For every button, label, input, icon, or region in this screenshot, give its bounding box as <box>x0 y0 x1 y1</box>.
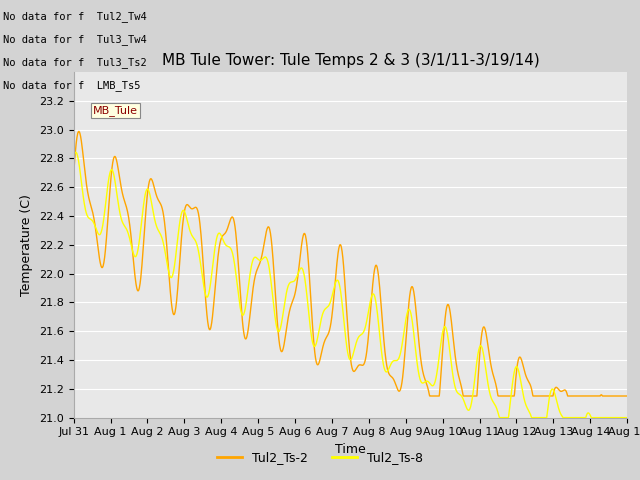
Tul2_Ts-2 <box>385 371 393 377</box>
Tul2_Ts-8 <box>385 365 393 371</box>
Tul2_Ts-8 <box>72 149 79 155</box>
Tul2_Ts-2 <box>136 285 143 291</box>
Text: No data for f  Tul3_Ts2: No data for f Tul3_Ts2 <box>3 57 147 68</box>
Tul2_Ts-2 <box>75 129 83 134</box>
Title: MB Tule Tower: Tule Temps 2 & 3 (3/1/11-3/19/14): MB Tule Tower: Tule Temps 2 & 3 (3/1/11-… <box>161 53 540 68</box>
Tul2_Ts-2 <box>623 393 631 399</box>
Legend: Tul2_Ts-2, Tul2_Ts-8: Tul2_Ts-2, Tul2_Ts-8 <box>212 446 428 469</box>
Text: No data for f  LMB_Ts5: No data for f LMB_Ts5 <box>3 80 141 91</box>
Text: No data for f  Tul3_Tw4: No data for f Tul3_Tw4 <box>3 34 147 45</box>
Tul2_Ts-2 <box>426 393 434 399</box>
Tul2_Ts-8 <box>113 191 121 196</box>
Text: No data for f  Tul2_Tw4: No data for f Tul2_Tw4 <box>3 11 147 22</box>
Tul2_Ts-8 <box>623 415 631 420</box>
X-axis label: Time: Time <box>335 443 366 456</box>
Line: Tul2_Ts-2: Tul2_Ts-2 <box>74 132 627 396</box>
Tul2_Ts-8 <box>316 321 324 326</box>
Tul2_Ts-8 <box>326 300 334 305</box>
Tul2_Ts-8 <box>305 312 313 317</box>
Tul2_Ts-2 <box>316 355 324 361</box>
Tul2_Ts-2 <box>70 172 77 178</box>
Tul2_Ts-2 <box>305 265 313 271</box>
Tul2_Ts-8 <box>70 155 77 161</box>
Tul2_Ts-2 <box>113 158 121 164</box>
Tul2_Ts-2 <box>326 324 334 330</box>
Y-axis label: Temperature (C): Temperature (C) <box>20 194 33 296</box>
Line: Tul2_Ts-8: Tul2_Ts-8 <box>74 152 627 418</box>
Tul2_Ts-8 <box>495 415 503 420</box>
Tul2_Ts-8 <box>136 238 143 244</box>
Text: MB_Tule: MB_Tule <box>93 105 138 116</box>
